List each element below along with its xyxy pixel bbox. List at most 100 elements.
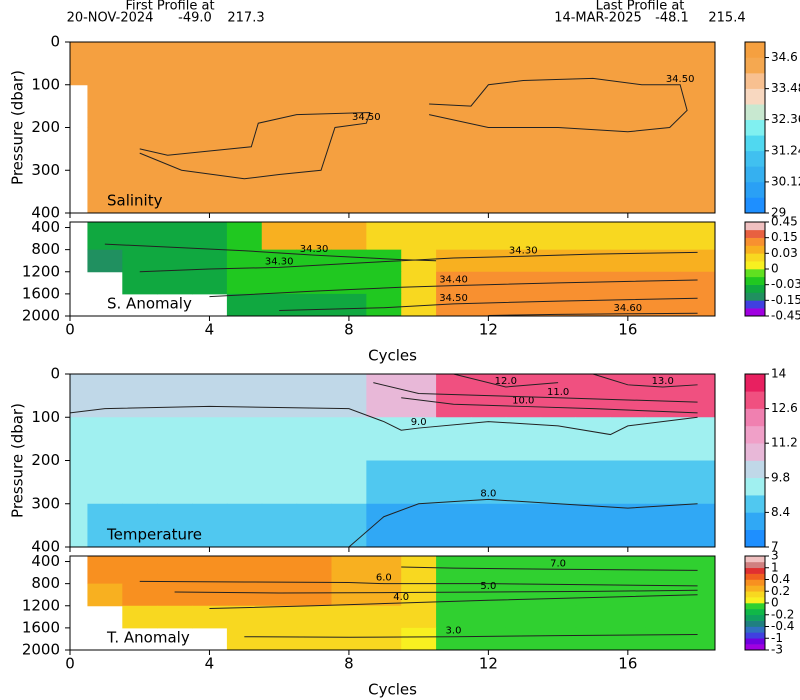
heatmap-cell — [540, 249, 577, 273]
colorbar-bin — [745, 614, 765, 621]
y-tick-label: 100 — [31, 75, 60, 93]
first-profile-date: 20-NOV-2024 — [67, 11, 154, 26]
heatmap-cell — [87, 42, 123, 86]
heatmap-cell — [436, 627, 472, 651]
colorbar-tick-label: 31.24 — [771, 143, 800, 157]
heatmap-cell — [610, 583, 646, 607]
heatmap-cell — [436, 170, 472, 214]
heatmap-cell — [157, 170, 193, 214]
colorbar-tick-label: 14 — [771, 367, 786, 381]
heatmap-cell — [70, 417, 88, 461]
y-tick-label: 1600 — [22, 618, 60, 636]
heatmap-cell — [122, 556, 158, 585]
heatmap-cell — [610, 84, 646, 128]
heatmap-cell — [226, 583, 263, 607]
heatmap-cell — [261, 556, 298, 585]
y-tick-label: 400 — [31, 538, 60, 556]
colorbar-bin — [745, 460, 765, 479]
heatmap-cell — [192, 271, 228, 295]
contour-label: 34.30 — [509, 245, 538, 256]
colorbar-tick-label: 1 — [771, 560, 779, 574]
heatmap-cell — [505, 556, 542, 585]
colorbar-tick-label: 29 — [771, 206, 786, 220]
heatmap-cell — [157, 249, 193, 273]
heatmap-cell — [261, 627, 298, 651]
contour-label: 34.50 — [666, 74, 695, 85]
heatmap-cell — [436, 127, 472, 171]
contour-line — [104, 243, 437, 262]
heatmap-cell — [122, 84, 158, 128]
heatmap-cell — [122, 605, 158, 629]
heatmap-cell — [645, 222, 681, 251]
y-tick-label: 300 — [31, 161, 60, 179]
colorbar-tick-label: -0.03 — [771, 277, 800, 291]
contour-label: 6.0 — [376, 573, 392, 584]
heatmap-cell — [366, 271, 402, 295]
heatmap-cell — [296, 293, 332, 317]
heatmap-cell — [366, 556, 402, 585]
colorbar-bin — [745, 638, 765, 645]
heatmap-cell — [366, 374, 402, 418]
heatmap-cell — [436, 556, 472, 585]
heatmap-cell — [645, 42, 681, 86]
colorbar-bin — [745, 626, 765, 633]
heatmap-cell — [87, 127, 123, 171]
heatmap-cell — [331, 627, 367, 651]
heatmap-cell — [470, 293, 507, 317]
y-tick-label: 1200 — [22, 262, 60, 280]
heatmap-cell — [296, 605, 332, 629]
heatmap-cell — [87, 503, 123, 548]
y-tick-label: 0 — [50, 365, 60, 383]
y-tick-label: 200 — [31, 118, 60, 136]
heatmap-cell — [401, 84, 437, 128]
heatmap-cell — [70, 374, 88, 418]
colorbar-bin — [745, 632, 765, 639]
colorbar-tick-label: -1 — [771, 631, 783, 645]
first-profile-lat: -49.0 — [178, 11, 212, 26]
heatmap-cell — [157, 222, 193, 251]
contour-line — [174, 589, 698, 594]
x-tick-label: 4 — [205, 321, 215, 339]
heatmap-cell — [436, 84, 472, 128]
heatmap-cell — [122, 249, 158, 273]
heatmap-cell — [331, 293, 367, 317]
heatmap-cell — [680, 374, 716, 418]
heatmap-cell — [680, 293, 716, 317]
contour-label: 10.0 — [512, 395, 534, 406]
heatmap-cell — [331, 42, 367, 86]
colorbar-tick-label: 12.6 — [771, 401, 798, 415]
colorbar-tick-label: -3 — [771, 643, 783, 657]
heatmap-cell — [505, 583, 542, 607]
heatmap-cell — [122, 374, 158, 418]
heatmap-cell — [575, 293, 611, 317]
heatmap-cell — [192, 556, 228, 585]
heatmap-cell — [296, 627, 332, 651]
heatmap-cell — [401, 249, 437, 273]
colorbar-tick-label: 0.15 — [771, 230, 798, 244]
colorbar-tick-label: 32.36 — [771, 112, 800, 126]
heatmap-cell — [366, 627, 402, 651]
last-profile-lat: -48.1 — [655, 11, 689, 26]
heatmap-cell — [401, 222, 437, 251]
heatmap-cell — [645, 417, 681, 461]
heatmap-cell — [470, 170, 507, 214]
heatmap-cell — [87, 583, 123, 607]
heatmap-cell — [610, 627, 646, 651]
colorbar-bin — [745, 308, 765, 317]
heatmap-cell — [87, 417, 123, 461]
heatmap-cell — [226, 605, 263, 629]
heatmap-cell — [575, 605, 611, 629]
heatmap-cell — [296, 42, 332, 86]
y-tick-label: 0 — [50, 33, 60, 51]
heatmap-cell — [470, 417, 507, 461]
heatmap-cell — [366, 460, 402, 505]
heatmap-cell — [366, 293, 402, 317]
heatmap-cell — [331, 605, 367, 629]
heatmap-cell — [366, 583, 402, 607]
y-axis-label: Pressure (dbar) — [9, 70, 27, 185]
colorbar-bin — [745, 237, 765, 246]
heatmap-cell — [122, 271, 158, 295]
heatmap-cell — [505, 249, 542, 273]
heatmap-cell — [401, 374, 437, 418]
heatmap-cell — [366, 222, 402, 251]
